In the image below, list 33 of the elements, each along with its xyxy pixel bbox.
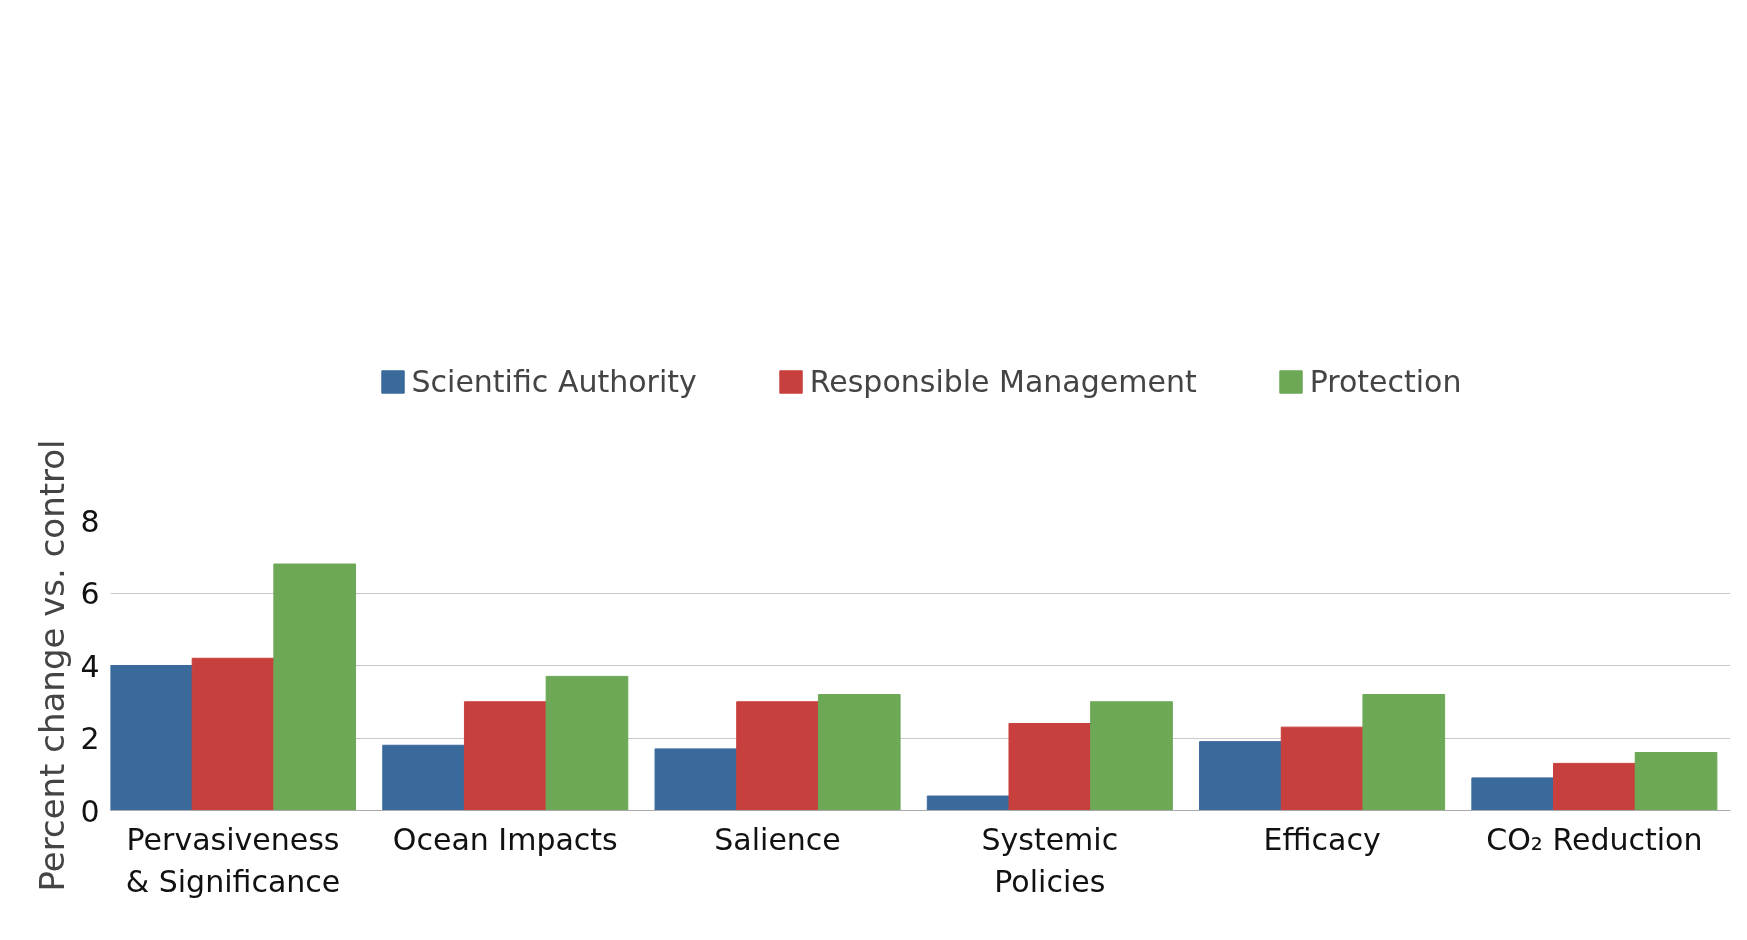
- x-tick-label: Pervasiveness & Significance: [125, 821, 341, 899]
- y-tick-label: 6: [80, 576, 100, 611]
- y-tick-label: 0: [80, 793, 100, 829]
- bar: [191, 657, 275, 811]
- legend-label: Responsible Management: [809, 363, 1197, 399]
- x-tick-label: CO₂ Reduction: [1486, 821, 1703, 857]
- bar: [1362, 694, 1446, 811]
- bar: [1199, 741, 1282, 811]
- bar: [1280, 726, 1364, 811]
- bar: [382, 744, 465, 811]
- x-tick-label: Systemic Policies: [981, 821, 1119, 899]
- bar: [273, 563, 357, 811]
- bar: [1090, 701, 1173, 811]
- bar: [1471, 777, 1555, 811]
- bar: [736, 701, 819, 811]
- bar: [1634, 752, 1718, 811]
- bar: [1553, 762, 1636, 811]
- bar: [817, 694, 901, 811]
- bar: [654, 748, 738, 811]
- y-tick-label: 4: [80, 648, 100, 684]
- y-axis-title: Percent change vs. control: [32, 439, 73, 892]
- x-tick-label: Ocean Impacts: [392, 821, 618, 857]
- legend-label: Protection: [1309, 363, 1462, 399]
- bar: [545, 675, 629, 811]
- x-tick-label: Salience: [714, 821, 841, 857]
- bar: [110, 665, 193, 811]
- bar: [926, 795, 1010, 811]
- x-tick-label: Efficacy: [1263, 821, 1381, 857]
- y-tick-label: 8: [80, 503, 100, 539]
- legend-label: Scientific Authority: [411, 363, 697, 399]
- bar: [463, 701, 547, 811]
- y-tick-label: 2: [80, 721, 100, 756]
- bar: [1008, 723, 1092, 811]
